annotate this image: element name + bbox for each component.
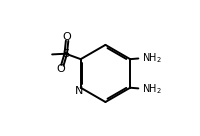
Text: S: S	[62, 49, 69, 59]
Text: N: N	[74, 86, 83, 96]
Text: O: O	[63, 32, 71, 42]
Text: NH$_2$: NH$_2$	[142, 82, 162, 96]
Text: NH$_2$: NH$_2$	[142, 51, 162, 65]
Text: O: O	[57, 64, 65, 74]
